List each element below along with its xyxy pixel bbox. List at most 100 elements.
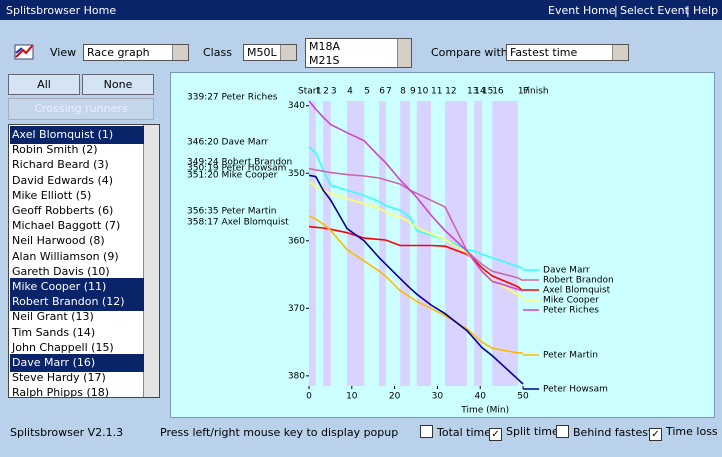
start-label: 350:19 Peter Howsam	[187, 164, 286, 174]
runner-item[interactable]: Geoff Robberts (6)	[12, 204, 114, 217]
control-label: 9	[410, 87, 416, 97]
checkbox-label: Behind fastest	[573, 426, 653, 439]
checkbox-box[interactable]	[556, 425, 569, 438]
legend-label: Axel Blomquist	[543, 286, 611, 296]
runner-item[interactable]: David Edwards (4)	[12, 173, 114, 187]
checkbox[interactable]: Total time	[420, 425, 491, 439]
runner-item[interactable]: Neil Grant (13)	[12, 310, 94, 324]
control-label: 5	[364, 87, 370, 97]
checkbox[interactable]: ✓ Split time	[489, 425, 559, 441]
link[interactable]: Help	[693, 4, 719, 17]
app-title: Splitsbrowser Home	[6, 4, 117, 17]
y-tick-label: 370	[288, 304, 305, 314]
checkbox-box[interactable]: ✓	[489, 428, 502, 441]
legend-label: Peter Martin	[543, 351, 598, 361]
control-label: 13	[467, 87, 478, 97]
y-tick-label: 380	[288, 371, 305, 381]
runner-item[interactable]: Steve Hardy (17)	[12, 371, 106, 385]
chart-panel: Start 1 2 3 4 5 6 7 8 9 10 11 12 13 14 15 16 17 Finish 0 10 2…	[170, 72, 715, 418]
runner-item[interactable]: Mike Elliott (5)	[12, 188, 92, 202]
runner-item[interactable]: Tim Sands (14)	[12, 325, 96, 339]
course[interactable]: M18A	[309, 40, 341, 53]
control-label: 3	[331, 87, 337, 97]
course[interactable]: M21S	[309, 54, 340, 67]
label: Class	[203, 46, 232, 59]
y-tick-label: 350	[288, 169, 305, 179]
x-tick-label: 50	[517, 392, 529, 402]
series-line	[308, 146, 524, 270]
compare-select[interactable]: Fastest time	[506, 44, 629, 61]
control-label: 1	[316, 87, 322, 97]
control-band	[323, 101, 331, 386]
start-label: 346:20 Dave Marr	[187, 138, 269, 148]
runner-item[interactable]: Dave Marr (16)	[10, 354, 144, 372]
legend-label: Peter Riches	[543, 306, 599, 316]
runner-item[interactable]: Axel Blomquist (1)	[10, 126, 144, 144]
control-label: Start	[298, 87, 320, 97]
view-select[interactable]: Race graph	[83, 44, 189, 61]
x-tick-label: 30	[432, 392, 444, 402]
checkbox[interactable]: Behind fastest	[556, 425, 652, 439]
app-icon	[14, 44, 34, 60]
x-tick-label: 0	[306, 392, 312, 402]
control-band	[400, 101, 411, 386]
series-line	[308, 174, 524, 385]
control-label: 10	[417, 87, 429, 97]
link[interactable]: Select Event	[620, 4, 689, 17]
runner-item[interactable]: John Chappell (15)	[12, 340, 114, 354]
legend-label: Dave Marr	[543, 266, 590, 276]
legend-label: Peter Howsam	[543, 385, 608, 395]
start-label: 339:27 Peter Riches	[187, 93, 278, 103]
y-tick-label: 360	[288, 236, 305, 246]
checkbox-box[interactable]	[420, 425, 433, 438]
checkbox-box[interactable]: ✓	[649, 428, 662, 441]
control-label: 16	[492, 87, 504, 97]
x-tick-label: 20	[389, 392, 401, 402]
runner-item[interactable]: Michael Baggott (7)	[12, 219, 121, 233]
start-label: 351:20 Mike Cooper	[187, 171, 278, 181]
legend-label: Robert Brandon	[543, 276, 614, 286]
runner-item[interactable]: Alan Williamson (9)	[12, 249, 119, 263]
runner-item[interactable]: Ralph Phipps (18)	[12, 386, 110, 398]
runner-item[interactable]: Neil Harwood (8)	[12, 234, 105, 248]
course-list[interactable]: M18A M21S	[305, 38, 412, 68]
checkbox-label: Split time	[506, 425, 559, 438]
x-tick-label: 40	[474, 392, 486, 402]
runner-item[interactable]: Mike Cooper (11)	[10, 278, 144, 296]
class-select[interactable]: M50L	[243, 44, 297, 61]
none-button[interactable]: None	[82, 74, 154, 95]
control-label: 14	[474, 87, 486, 97]
control-label: 11	[431, 87, 442, 97]
start-label: 356:35 Peter Martin	[187, 207, 277, 217]
runner-list[interactable]: Axel Blomquist (1) Robin Smith (2) Richard…	[8, 124, 160, 398]
scrollbar[interactable]	[143, 125, 159, 397]
series-line	[308, 100, 524, 292]
control-band	[492, 101, 518, 386]
all-button[interactable]: All	[8, 74, 80, 95]
runner-item[interactable]: Gareth Davis (10)	[12, 264, 110, 278]
start-label: 358:17 Axel Blomquist	[187, 218, 289, 228]
label: View	[50, 46, 77, 59]
control-band	[309, 101, 316, 386]
runner-item[interactable]: Richard Beard (3)	[12, 158, 109, 172]
checkbox-label: Time loss	[666, 425, 718, 438]
control-label: 8	[400, 87, 406, 97]
control-label: Finish	[523, 87, 549, 97]
checkbox[interactable]: ✓ Time loss	[649, 425, 718, 441]
control-label: 12	[445, 87, 456, 97]
series-line	[308, 215, 523, 354]
title-bar: Splitsbrowser Home Event Home | Select E…	[0, 0, 722, 20]
legend-label: Mike Cooper	[543, 296, 599, 306]
control-band	[445, 101, 467, 386]
control-label: 17	[518, 87, 529, 97]
control-band	[474, 101, 482, 386]
scrollbar[interactable]	[397, 39, 411, 67]
control-label: 7	[386, 87, 392, 97]
runner-item[interactable]: Robin Smith (2)	[12, 143, 98, 157]
label: Compare with	[431, 46, 508, 59]
link[interactable]: Event Home	[548, 4, 616, 17]
crossing-button[interactable]: Crossing runners	[8, 98, 154, 120]
checkbox-label: Total time	[437, 426, 492, 439]
runner-item[interactable]: Robert Brandon (12)	[10, 293, 144, 312]
